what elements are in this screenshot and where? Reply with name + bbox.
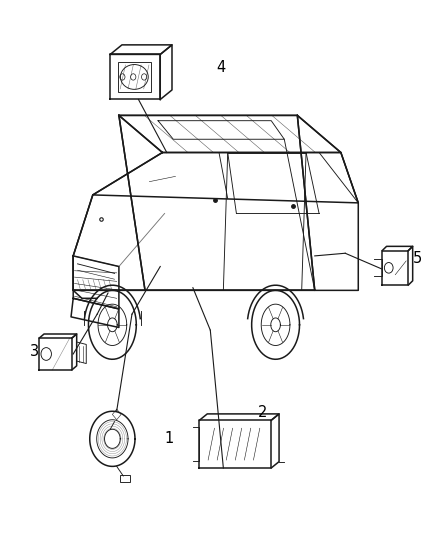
Text: 2: 2 xyxy=(258,405,267,420)
Text: 1: 1 xyxy=(164,431,173,446)
Bar xyxy=(118,62,151,92)
Text: 5: 5 xyxy=(413,251,422,266)
Text: 3: 3 xyxy=(29,344,39,359)
Bar xyxy=(120,475,130,482)
Text: 4: 4 xyxy=(216,60,226,75)
